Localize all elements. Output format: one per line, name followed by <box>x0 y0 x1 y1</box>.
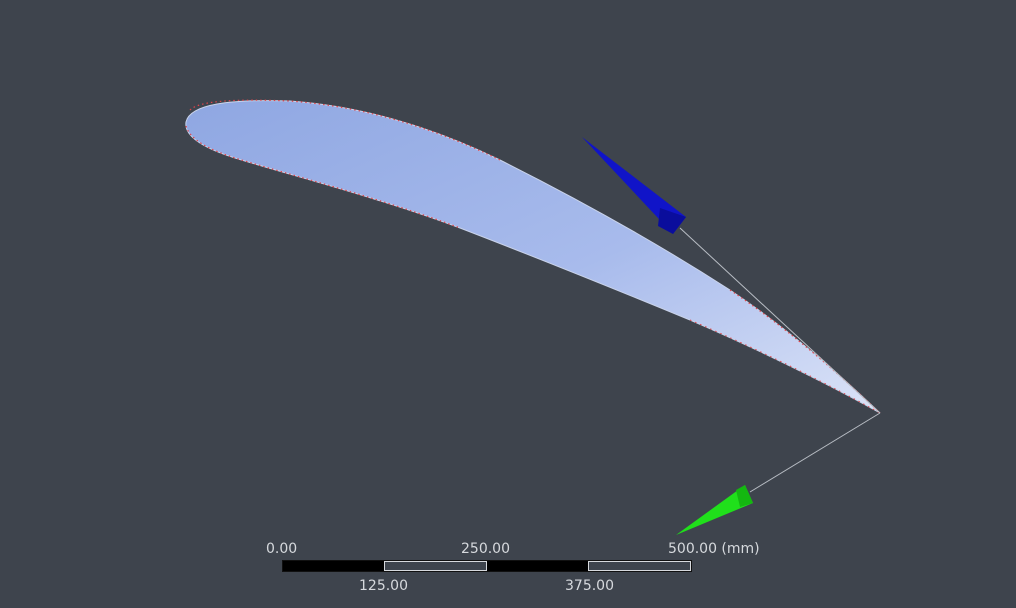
scale-segment-4 <box>588 561 691 571</box>
scale-label-375: 375.00 <box>565 578 614 594</box>
scale-segment-3 <box>487 561 588 571</box>
scale-label-250: 250.00 <box>461 541 510 557</box>
green-axis-arrow-icon[interactable] <box>676 485 753 535</box>
scale-segment-2 <box>384 561 487 571</box>
upper-edge-highlight <box>189 99 501 161</box>
blue-axis-line <box>679 227 881 414</box>
lower-edge-highlight <box>185 125 461 229</box>
green-axis-line <box>749 412 881 493</box>
airfoil-surface[interactable] <box>185 100 881 414</box>
lower-trailing-highlight <box>689 319 881 414</box>
scale-segment-1 <box>283 561 384 571</box>
blue-axis-arrow-icon[interactable] <box>582 137 686 234</box>
scale-label-125: 125.00 <box>359 578 408 594</box>
scale-label-0: 0.00 <box>266 541 298 557</box>
scale-bar <box>282 560 692 572</box>
scale-label-500-mm: 500.00 (mm) <box>668 541 760 557</box>
